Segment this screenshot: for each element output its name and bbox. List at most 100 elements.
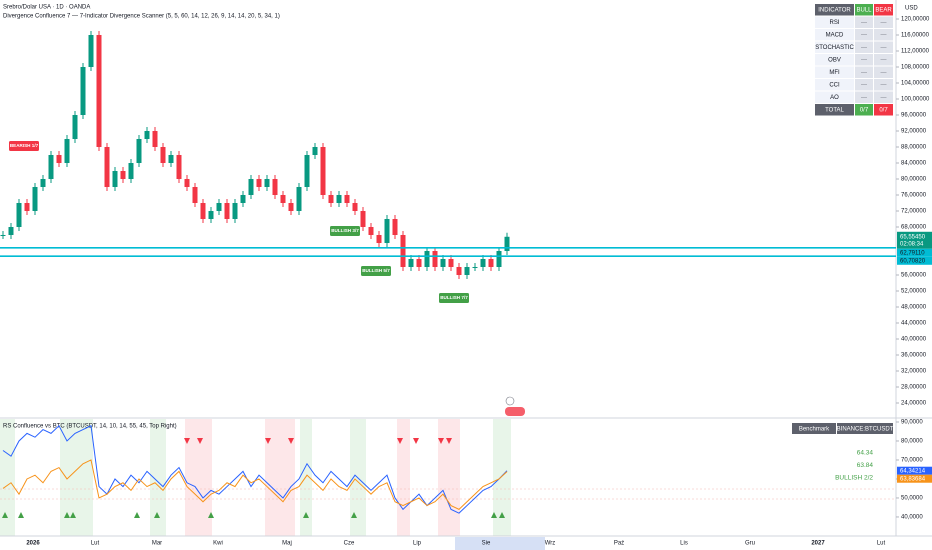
candle-body [368,227,374,235]
candle-body [264,179,270,187]
candle-body [104,147,110,187]
signal-label-box [9,141,39,151]
bull-marker [154,512,160,518]
candle-body [312,147,318,155]
bull-marker [64,512,70,518]
last-price-label: 65,55450 [900,234,926,240]
candle-body [80,67,86,115]
table-row-cell [815,41,854,53]
table-row-text: CCI [829,83,840,89]
candle [496,247,502,271]
table-row-text: — [861,83,867,89]
candle [200,199,206,223]
signal-band [438,419,460,536]
candle [424,247,430,271]
event-icon[interactable] [505,396,515,406]
y-tick-label: 72,00000 [901,209,927,215]
table-header-text: BEAR [875,8,892,14]
candle [240,191,246,207]
candle-body [160,147,166,163]
candle [504,232,510,255]
table-row-cell [874,79,893,91]
candle [392,215,398,239]
candle [128,159,134,183]
table-row-text: — [861,20,867,26]
y-tick-label: 88,00000 [901,145,927,151]
table-row-cell [815,91,854,103]
x-tick-label: Wrz [545,541,556,547]
candle-body [472,267,478,268]
candle-body [64,139,70,163]
benchmark-text: BINANCE:BTCUSDT [837,427,894,433]
y-tick-label: 70,0000 [901,458,923,464]
candle [56,151,62,167]
candle [64,135,70,167]
candle-body [280,195,286,203]
candle [208,207,214,223]
candle-body [272,179,278,195]
table-row-cell [815,54,854,66]
bull-marker [2,512,8,518]
signal-band [300,419,312,536]
table-row-text: AO [830,95,839,101]
y-tick-label: 116,00000 [901,33,930,39]
candle [456,263,462,279]
x-tick-label: Sie [482,541,491,547]
candle-body [360,211,366,227]
candle-body [112,171,118,187]
candle [288,199,294,215]
candle [264,175,270,191]
candle-body [136,139,142,163]
candle [32,183,38,215]
x-tick-label: 2026 [26,541,40,547]
candle-body [184,179,190,187]
y-tick-label: 28,00000 [901,385,927,391]
y-tick-label: 24,00000 [901,401,927,407]
y-tick-label: 40,0000 [901,515,923,521]
candle [96,31,102,151]
candle-body [168,155,174,163]
table-row-cell [874,16,893,28]
x-tick-label: Maj [282,541,292,547]
table-row-text: — [861,45,867,51]
y-tick-label: 90,0000 [901,420,923,426]
event-badge[interactable] [505,407,525,416]
table-row-text: — [881,83,887,89]
candle-body [496,251,502,267]
y-tick-label: 50,0000 [901,496,923,502]
candle [416,255,422,271]
last-price-badge [897,231,932,249]
symbol-title: Srebro/Dolar USA · 1D · OANDA [3,5,90,11]
table-row-text: — [861,33,867,39]
table-row-cell [815,29,854,41]
candle-body [56,155,62,163]
candle [120,167,126,183]
benchmark-cell [792,423,836,434]
table-header-cell [855,4,873,16]
signal-label: BULLISH 3/7 [331,228,359,233]
candle-body [16,203,22,227]
y-tick-label: 108,00000 [901,65,930,71]
candle-body [448,259,454,267]
candle [440,255,446,271]
candle-body [0,235,6,236]
x-tick-label: Cze [344,541,355,547]
x-tick-label: 2027 [811,541,825,547]
candle [448,255,454,271]
candle [296,183,302,215]
signal-band [265,419,295,536]
readout: 63.84 [857,462,874,469]
candle-body [488,259,494,267]
candle-body [440,259,446,267]
candle [136,135,142,167]
signal-band [493,419,511,536]
signal-label: BULLISH 7/7 [440,295,468,300]
candle-body [408,259,414,267]
candle [0,231,6,239]
candle [160,143,166,167]
table-row-cell [874,91,893,103]
table-row-cell [855,16,873,28]
candle [216,199,222,215]
table-total-text: 0/7 [879,108,888,114]
table-total-cell [815,104,854,116]
